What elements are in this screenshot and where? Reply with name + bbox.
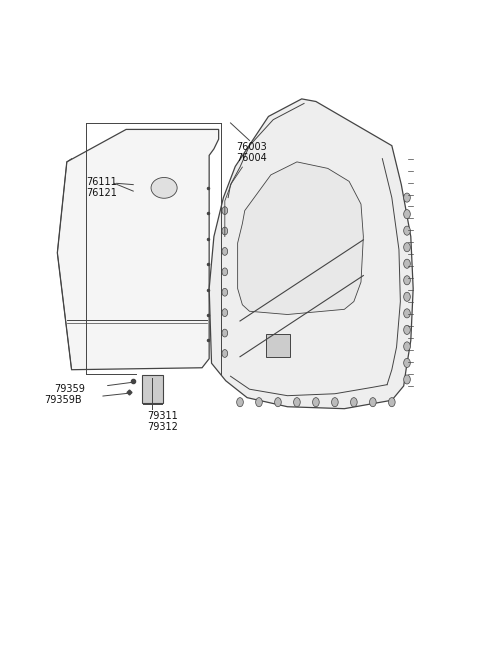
- Circle shape: [222, 329, 228, 337]
- Circle shape: [222, 227, 228, 235]
- Polygon shape: [209, 99, 413, 409]
- Circle shape: [222, 309, 228, 316]
- Text: 79312: 79312: [147, 422, 179, 432]
- FancyBboxPatch shape: [142, 375, 163, 403]
- Circle shape: [404, 375, 410, 384]
- Text: 76121: 76121: [86, 188, 117, 198]
- Circle shape: [404, 226, 410, 235]
- Polygon shape: [57, 130, 219, 369]
- Circle shape: [404, 242, 410, 252]
- Circle shape: [275, 398, 281, 407]
- Circle shape: [404, 326, 410, 335]
- Text: 79311: 79311: [147, 411, 178, 421]
- Circle shape: [404, 358, 410, 367]
- Circle shape: [404, 292, 410, 301]
- Circle shape: [404, 193, 410, 202]
- Text: 79359: 79359: [54, 384, 85, 394]
- Circle shape: [237, 398, 243, 407]
- Text: 76003: 76003: [237, 142, 267, 153]
- Circle shape: [370, 398, 376, 407]
- Circle shape: [222, 248, 228, 255]
- Circle shape: [404, 342, 410, 351]
- Circle shape: [388, 398, 395, 407]
- Text: 76111: 76111: [86, 177, 117, 187]
- Polygon shape: [266, 334, 290, 357]
- Circle shape: [404, 210, 410, 219]
- Text: 79359B: 79359B: [45, 395, 82, 405]
- Circle shape: [256, 398, 262, 407]
- Text: 76004: 76004: [237, 153, 267, 164]
- Circle shape: [404, 309, 410, 318]
- Circle shape: [222, 288, 228, 296]
- Circle shape: [222, 268, 228, 276]
- Circle shape: [222, 207, 228, 214]
- Circle shape: [294, 398, 300, 407]
- Ellipse shape: [151, 178, 177, 198]
- Polygon shape: [238, 162, 363, 314]
- Circle shape: [404, 259, 410, 269]
- Circle shape: [312, 398, 319, 407]
- Circle shape: [332, 398, 338, 407]
- Circle shape: [404, 276, 410, 285]
- Circle shape: [222, 350, 228, 358]
- Circle shape: [350, 398, 357, 407]
